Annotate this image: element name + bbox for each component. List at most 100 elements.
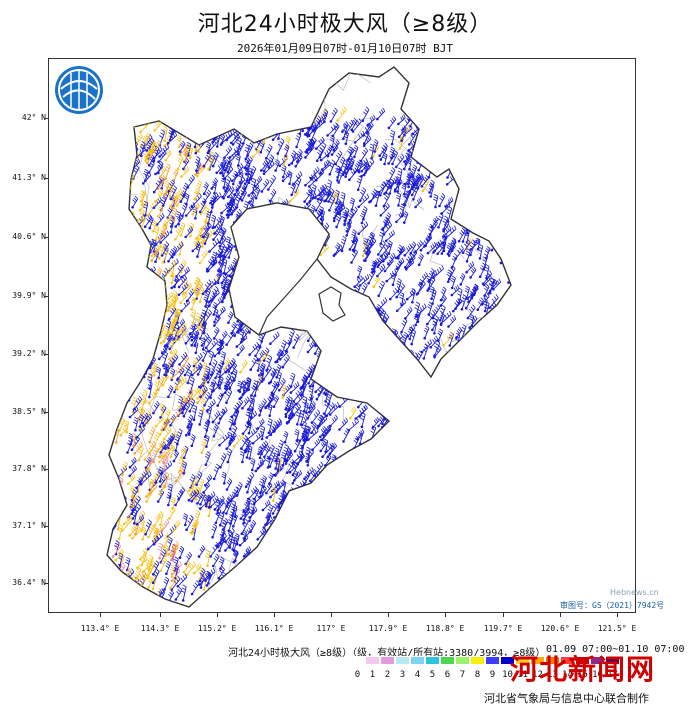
wind-barb: [135, 250, 142, 267]
wind-barb: [324, 326, 335, 341]
wind-barb: [325, 513, 333, 527]
wind-barb: [144, 456, 152, 470]
wind-barb: [472, 332, 483, 348]
wind-barb: [465, 157, 473, 173]
wind-barb: [180, 299, 191, 313]
wind-barb: [487, 327, 497, 342]
wind-barb: [184, 226, 194, 239]
wind-barb: [245, 111, 252, 127]
wind-barb: [458, 128, 467, 141]
wind-barb: [381, 441, 388, 455]
wind-barb: [131, 226, 138, 243]
county-line: [193, 459, 213, 481]
wind-barb: [472, 332, 484, 349]
wind-barb: [206, 257, 218, 273]
wind-barb: [465, 153, 471, 168]
wind-barb: [303, 562, 310, 578]
county-line: [457, 415, 475, 440]
map-title: 河北24小时极大风（≥8级）: [197, 12, 493, 37]
wind-barb: [254, 186, 261, 200]
producer-credit: 河北省气象局与信息中心联合制作: [484, 692, 649, 705]
county-line: [107, 337, 121, 360]
wind-barb: [176, 112, 187, 126]
wind-barb: [444, 127, 452, 143]
wind-barb: [217, 248, 224, 264]
wind-barb: [498, 353, 506, 368]
wind-barb: [209, 121, 216, 137]
wind-barb: [283, 541, 290, 556]
wind-barb: [320, 539, 327, 556]
latitude-tick: [44, 296, 48, 297]
wind-barb: [227, 311, 234, 325]
wind-barb: [305, 582, 311, 595]
wind-barb: [202, 189, 212, 204]
wind-barb: [155, 275, 162, 293]
wind-barb: [210, 359, 218, 377]
wind-barb: [325, 551, 334, 564]
wind-barb: [157, 204, 164, 218]
wind-barb: [347, 459, 357, 472]
wind-barb: [110, 503, 116, 518]
wind-barb: [176, 318, 185, 331]
wind-barb: [128, 280, 138, 294]
wind-barb: [435, 159, 447, 173]
wind-barb: [124, 345, 131, 359]
wind-barb: [140, 134, 149, 148]
wind-barb: [491, 336, 497, 351]
wind-barb: [178, 140, 186, 153]
county-line: [204, 414, 225, 455]
wind-barb: [224, 264, 234, 276]
wind-barb: [218, 229, 225, 244]
wind-barb: [308, 538, 315, 555]
county-line: [107, 211, 134, 233]
wind-barb: [119, 348, 126, 364]
wind-barb: [134, 251, 144, 269]
wind-barb: [377, 332, 383, 347]
wind-barb: [226, 448, 233, 464]
wind-barb: [178, 351, 188, 366]
wind-barb: [265, 114, 277, 129]
wind-barb: [460, 162, 467, 176]
wind-barb: [464, 353, 474, 369]
wind-barb: [115, 365, 122, 379]
wind-barb: [112, 388, 119, 402]
wind-barb: [124, 368, 130, 383]
county-line: [217, 381, 229, 402]
wind-barb: [167, 541, 179, 556]
wind-barb: [182, 157, 190, 171]
county-line: [273, 517, 294, 536]
latitude-tick: [44, 469, 48, 470]
wind-barb: [484, 317, 493, 332]
wind-barb: [134, 232, 142, 247]
wind-barb: [463, 159, 475, 175]
wind-barb: [200, 337, 206, 351]
wind-barb: [424, 149, 432, 162]
wind-barb: [370, 318, 380, 330]
wind-barb: [353, 355, 362, 371]
wind-barb: [151, 219, 157, 233]
wind-barb: [218, 406, 228, 420]
wind-barb: [206, 124, 216, 138]
wind-barb: [198, 571, 210, 586]
longitude-label: 117.9° E: [368, 624, 408, 633]
wind-barb: [138, 256, 149, 268]
wind-barb: [131, 290, 138, 306]
wind-barb: [152, 400, 160, 415]
latitude-label: 42° N: [21, 113, 46, 122]
wind-barb: [290, 502, 301, 515]
wind-barb: [315, 567, 327, 583]
wind-barb: [146, 200, 157, 217]
county-line: [377, 387, 413, 419]
county-line: [400, 446, 426, 464]
wind-barb: [143, 214, 153, 228]
wind-barb: [137, 235, 144, 249]
wind-barb: [113, 587, 123, 602]
county-line: [442, 441, 463, 469]
wind-barb: [326, 513, 335, 528]
wind-barb: [322, 475, 328, 489]
wind-barb: [204, 451, 211, 467]
legend-level: 1: [369, 670, 376, 680]
wind-barb: [314, 526, 320, 542]
wind-barb: [225, 236, 231, 250]
legend-level: 4: [414, 670, 421, 680]
